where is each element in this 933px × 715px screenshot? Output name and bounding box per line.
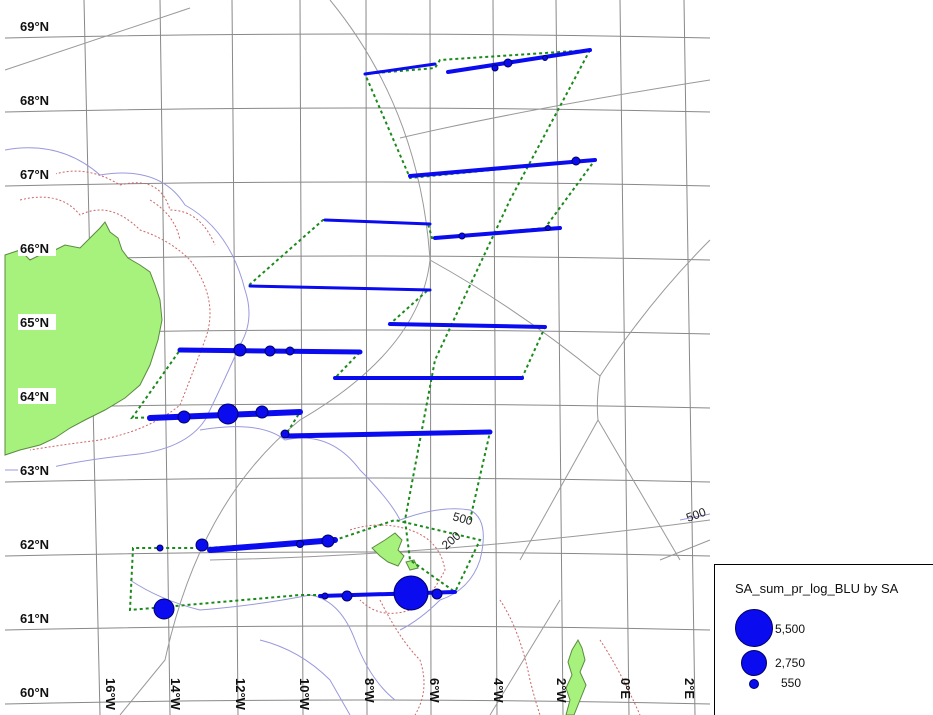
lon-label: 12°W [233,678,248,711]
lat-label: 67°N [20,167,49,182]
legend-bubble-medium [741,650,767,676]
bubble [195,538,209,552]
bubble [503,58,513,68]
bubble [431,588,443,600]
bubble [177,410,191,424]
lon-label: 6°W [427,678,442,703]
lon-label: 4°W [491,678,506,703]
lat-label: 60°N [20,685,49,700]
lon-label: 14°W [168,678,183,711]
legend-bubble-small [749,679,759,689]
lat-label: 64°N [20,389,49,404]
bubble [491,64,499,72]
legend-value-small: 550 [781,676,802,690]
bubble [264,345,276,357]
bubble [296,540,304,548]
acoustic-transects [147,48,597,598]
sa-bubbles [153,55,581,620]
lat-label: 68°N [20,93,49,108]
iceland-land [4,221,163,456]
lon-label: 16°W [103,678,118,711]
lat-label: 63°N [20,463,49,478]
contour-200 [19,170,641,715]
survey-track [128,49,598,612]
lat-label: 66°N [20,241,49,256]
shetland-islands [565,638,587,715]
depth-labels: 500 200 500 [439,505,708,553]
bubble [542,55,548,61]
longitude-labels: 16°W 14°W 12°W 10°W 8°W 6°W 4°W 2°W 0°E … [103,678,697,711]
legend-box: SA_sum_pr_log_BLU by SA 5,500 2,750 550 [714,564,933,715]
bubble [321,534,335,548]
depth-label: 500 [684,505,708,525]
bubble [285,346,295,356]
bubble [458,232,466,240]
lon-label: 8°W [362,678,377,703]
bubble [393,575,429,611]
faroe-islands [371,532,419,571]
lat-label: 62°N [20,537,49,552]
lon-label: 2°E [682,678,697,699]
legend-title: SA_sum_pr_log_BLU by SA [735,581,899,596]
bubble [545,225,551,231]
lon-label: 10°W [297,678,312,711]
depth-label: 500 [451,509,474,528]
bubble [280,429,290,439]
legend-value-large: 5,500 [775,622,806,636]
lat-label: 61°N [20,611,49,626]
bubble [255,405,269,419]
contour-500 [4,147,711,715]
lon-label: 2°W [554,678,569,703]
bubble [341,590,353,602]
bubble [233,343,247,357]
lon-label: 0°E [618,678,633,699]
lat-label: 65°N [20,315,49,330]
latitude-labels: 69°N 68°N 67°N 66°N 65°N 64°N 63°N 62°N … [18,18,56,700]
bubble [571,156,581,166]
legend-value-medium: 2,750 [775,656,806,670]
bubble [217,403,239,425]
bubble [156,544,164,552]
bubble [321,592,329,600]
legend-bubble-large [735,609,773,647]
lat-label: 69°N [20,19,49,34]
boundary-lines [4,0,711,715]
bubble [153,598,175,620]
